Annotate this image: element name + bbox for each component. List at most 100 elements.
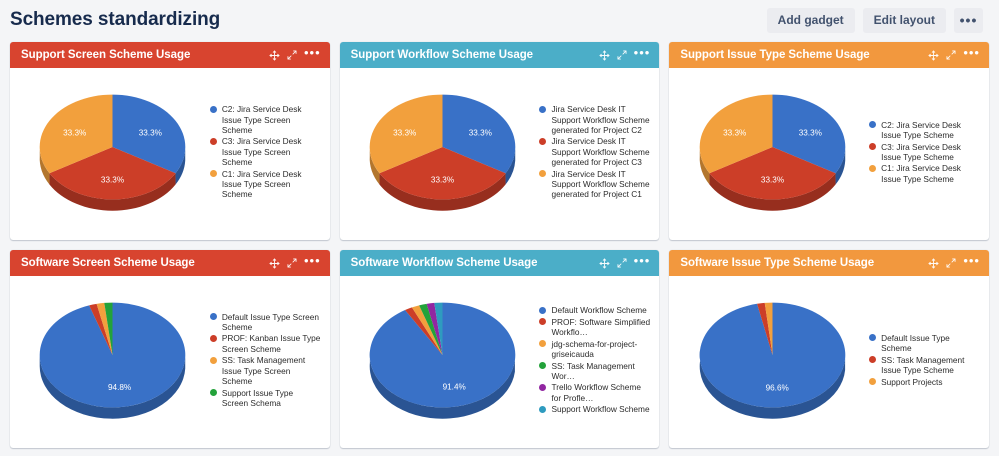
edit-layout-button[interactable]: Edit layout	[862, 7, 946, 33]
gadget-header-actions: •••	[269, 253, 321, 269]
legend-label: Jira Service Desk IT Support Workflow Sc…	[551, 168, 650, 200]
gadget-body: 96.6% Default Issue Type Scheme SS: Task M…	[669, 276, 989, 448]
legend-label: C1: Jira Service Desk Issue Type Screen …	[221, 168, 302, 200]
legend-color-swatch-icon	[869, 164, 877, 172]
legend-color-swatch-icon	[869, 143, 877, 151]
gadget-title: Support Screen Scheme Usage	[21, 49, 191, 61]
pie-chart[interactable]: 33.3% 33.3% 33.3%	[16, 72, 210, 232]
gadget-card: Software Workflow Scheme Usage ••• 91.4% De…	[339, 250, 660, 448]
legend-item[interactable]: Default Issue Type Screen Scheme	[209, 312, 322, 333]
legend-label: SS: Task Management Wor…	[551, 360, 635, 381]
gadget-header: Software Screen Scheme Usage •••	[10, 250, 330, 276]
legend-item[interactable]: PROF: Kanban Issue Type Screen Scheme	[209, 333, 322, 354]
more-options-icon[interactable]: •••	[633, 253, 651, 268]
svg-text:33.3%: 33.3%	[393, 128, 416, 137]
move-icon[interactable]	[599, 50, 610, 61]
gadget-header-actions: •••	[269, 45, 321, 61]
svg-text:33.3%: 33.3%	[139, 128, 162, 137]
legend-color-swatch-icon	[539, 137, 547, 145]
expand-icon[interactable]	[287, 258, 297, 268]
legend-item[interactable]: Jira Service Desk IT Support Workflow Sc…	[539, 136, 651, 167]
legend-item[interactable]: C3: Jira Service Desk Issue Type Screen …	[209, 136, 322, 167]
more-options-icon[interactable]: •••	[963, 253, 980, 268]
legend-color-swatch-icon	[209, 170, 217, 178]
legend-item[interactable]: C2: Jira Service Desk Issue Type Screen …	[209, 104, 322, 135]
legend-label: C2: Jira Service Desk Issue Type Screen …	[221, 104, 302, 135]
pie-chart[interactable]: 91.4%	[346, 280, 540, 440]
page-title: Schemes standardizing	[10, 9, 221, 30]
legend-color-swatch-icon	[539, 170, 547, 178]
move-icon[interactable]	[928, 50, 939, 61]
more-options-icon[interactable]: •••	[633, 45, 651, 60]
legend-color-swatch-icon	[539, 340, 547, 348]
legend-item[interactable]: SS: Task Management Wor…	[539, 361, 651, 382]
legend-item[interactable]: C1: Jira Service Desk Issue Type Screen …	[209, 168, 322, 200]
move-icon[interactable]	[269, 258, 280, 269]
legend-label: Default Workflow Scheme	[551, 305, 647, 316]
add-gadget-button[interactable]: Add gadget	[766, 7, 855, 33]
legend-item[interactable]: SS: Task Management Issue Type Screen Sc…	[209, 355, 322, 387]
legend-item[interactable]: SS: Task Management Issue Type Scheme	[869, 355, 981, 376]
gadget-title: Support Issue Type Scheme Usage	[680, 49, 870, 61]
legend-item[interactable]: Support Issue Type Screen Schema	[209, 388, 322, 409]
svg-text:33.3%: 33.3%	[431, 176, 454, 185]
gadget-title: Software Issue Type Scheme Usage	[680, 257, 875, 269]
expand-icon[interactable]	[617, 50, 627, 60]
chart-legend: C2: Jira Service Desk Issue Type Screen …	[209, 104, 324, 200]
legend-color-swatch-icon	[209, 334, 217, 342]
gadget-card: Support Screen Scheme Usage ••• 33.3% 33.3%…	[10, 42, 330, 240]
legend-label: SS: Task Management Issue Type Screen Sc…	[221, 355, 306, 387]
legend-item[interactable]: jdg-schema-for-project-griseicauda	[539, 339, 651, 360]
gadget-body: 33.3% 33.3% 33.3% C2: Jira Service Desk Iss…	[10, 68, 330, 240]
move-icon[interactable]	[928, 258, 939, 269]
svg-text:33.3%: 33.3%	[798, 128, 821, 137]
legend-item[interactable]: Jira Service Desk IT Support Workflow Sc…	[539, 169, 651, 200]
legend-item[interactable]: PROF: Software Simplified Workflo…	[539, 317, 651, 338]
legend-label: SS: Task Management Issue Type Scheme	[881, 354, 965, 376]
legend-label: C2: Jira Service Desk Issue Type Scheme	[881, 119, 961, 141]
svg-text:96.6%: 96.6%	[765, 383, 788, 392]
more-options-button[interactable]: •••	[954, 7, 983, 33]
pie-chart[interactable]: 33.3% 33.3% 33.3%	[675, 72, 869, 232]
legend-color-swatch-icon	[539, 362, 547, 369]
legend-item[interactable]: Trello Workflow Scheme for Profle…	[539, 382, 651, 403]
legend-label: Support Projects	[881, 376, 943, 387]
legend-item[interactable]: Default Issue Type Scheme	[869, 333, 981, 354]
legend-label: Jira Service Desk IT Support Workflow Sc…	[551, 104, 650, 135]
more-options-icon[interactable]: •••	[304, 253, 321, 268]
legend-item[interactable]: Support Workflow Scheme	[539, 404, 651, 414]
legend-color-swatch-icon	[869, 121, 877, 129]
gadget-title: Software Workflow Scheme Usage	[350, 257, 538, 269]
toolbar-actions: Add gadget Edit layout •••	[766, 7, 983, 33]
legend-item[interactable]: Default Workflow Scheme	[539, 305, 651, 315]
gadget-header-actions: •••	[928, 253, 980, 269]
svg-text:33.3%: 33.3%	[63, 128, 86, 137]
move-icon[interactable]	[269, 50, 280, 61]
legend-color-swatch-icon	[539, 383, 547, 391]
gadget-body: 91.4% Default Workflow Scheme PROF: Softwa…	[340, 276, 660, 448]
legend-color-swatch-icon	[869, 378, 877, 386]
chart-legend: Jira Service Desk IT Support Workflow Sc…	[539, 104, 653, 200]
gadget-title: Software Screen Scheme Usage	[21, 257, 195, 269]
expand-icon[interactable]	[946, 50, 956, 60]
legend-item[interactable]: C1: Jira Service Desk Issue Type Scheme	[869, 163, 981, 184]
legend-item[interactable]: Support Projects	[869, 377, 981, 387]
legend-item[interactable]: C3: Jira Service Desk Issue Type Scheme	[869, 142, 981, 163]
gadget-header: Software Issue Type Scheme Usage •••	[669, 250, 989, 276]
legend-item[interactable]: C2: Jira Service Desk Issue Type Scheme	[869, 120, 981, 141]
move-icon[interactable]	[599, 258, 610, 269]
pie-chart[interactable]: 94.8%	[16, 280, 210, 440]
more-options-icon[interactable]: •••	[963, 45, 980, 60]
legend-item[interactable]: Jira Service Desk IT Support Workflow Sc…	[539, 104, 651, 135]
gadget-header: Support Screen Scheme Usage •••	[10, 42, 330, 68]
expand-icon[interactable]	[617, 258, 627, 268]
pie-chart[interactable]: 96.6%	[675, 280, 869, 440]
legend-label: jdg-schema-for-project-griseicauda	[551, 338, 638, 360]
pie-chart[interactable]: 33.3% 33.3% 33.3%	[346, 72, 540, 232]
more-options-icon[interactable]: •••	[304, 45, 321, 60]
gadget-header-actions: •••	[599, 45, 651, 61]
gadget-body: 33.3% 33.3% 33.3% C2: Jira Service Desk Iss…	[669, 68, 989, 240]
expand-icon[interactable]	[287, 50, 297, 60]
legend-color-swatch-icon	[869, 334, 877, 342]
expand-icon[interactable]	[946, 258, 956, 268]
